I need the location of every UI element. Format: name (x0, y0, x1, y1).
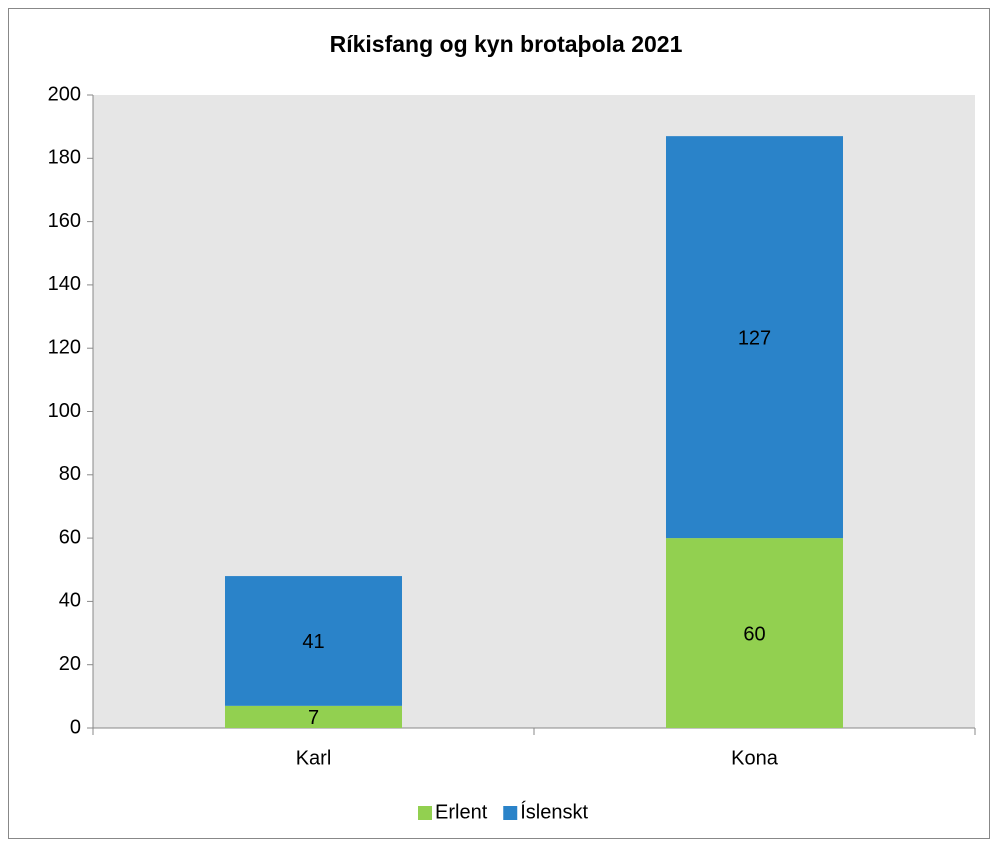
y-tick-label: 20 (59, 653, 81, 675)
bar-segment (225, 576, 402, 706)
data-label: 60 (743, 623, 765, 645)
bar-segment (225, 705, 402, 728)
y-tick-label: 100 (48, 400, 81, 422)
y-tick-label: 0 (70, 716, 81, 738)
y-tick-label: 180 (48, 147, 81, 169)
x-tick-label: Kona (731, 747, 779, 769)
y-tick-label: 200 (48, 83, 81, 105)
y-tick-label: 140 (48, 273, 81, 295)
data-label: 41 (302, 631, 324, 653)
y-tick-label: 160 (48, 210, 81, 232)
data-label: 127 (738, 327, 771, 349)
x-tick-label: Karl (296, 747, 332, 769)
y-tick-label: 80 (59, 463, 81, 485)
legend-label: Íslenskt (520, 800, 588, 823)
legend-swatch (503, 806, 518, 820)
y-tick-label: 120 (48, 336, 81, 358)
legend-swatch (418, 806, 432, 820)
data-label: 7 (308, 707, 319, 729)
bar-segment (666, 538, 843, 728)
bar-segment (666, 136, 843, 539)
legend-label: Erlent (435, 801, 488, 823)
chart-title: Ríkisfang og kyn brotaþola 2021 (330, 31, 683, 57)
y-tick-label: 60 (59, 526, 81, 548)
y-tick-label: 40 (59, 590, 81, 612)
